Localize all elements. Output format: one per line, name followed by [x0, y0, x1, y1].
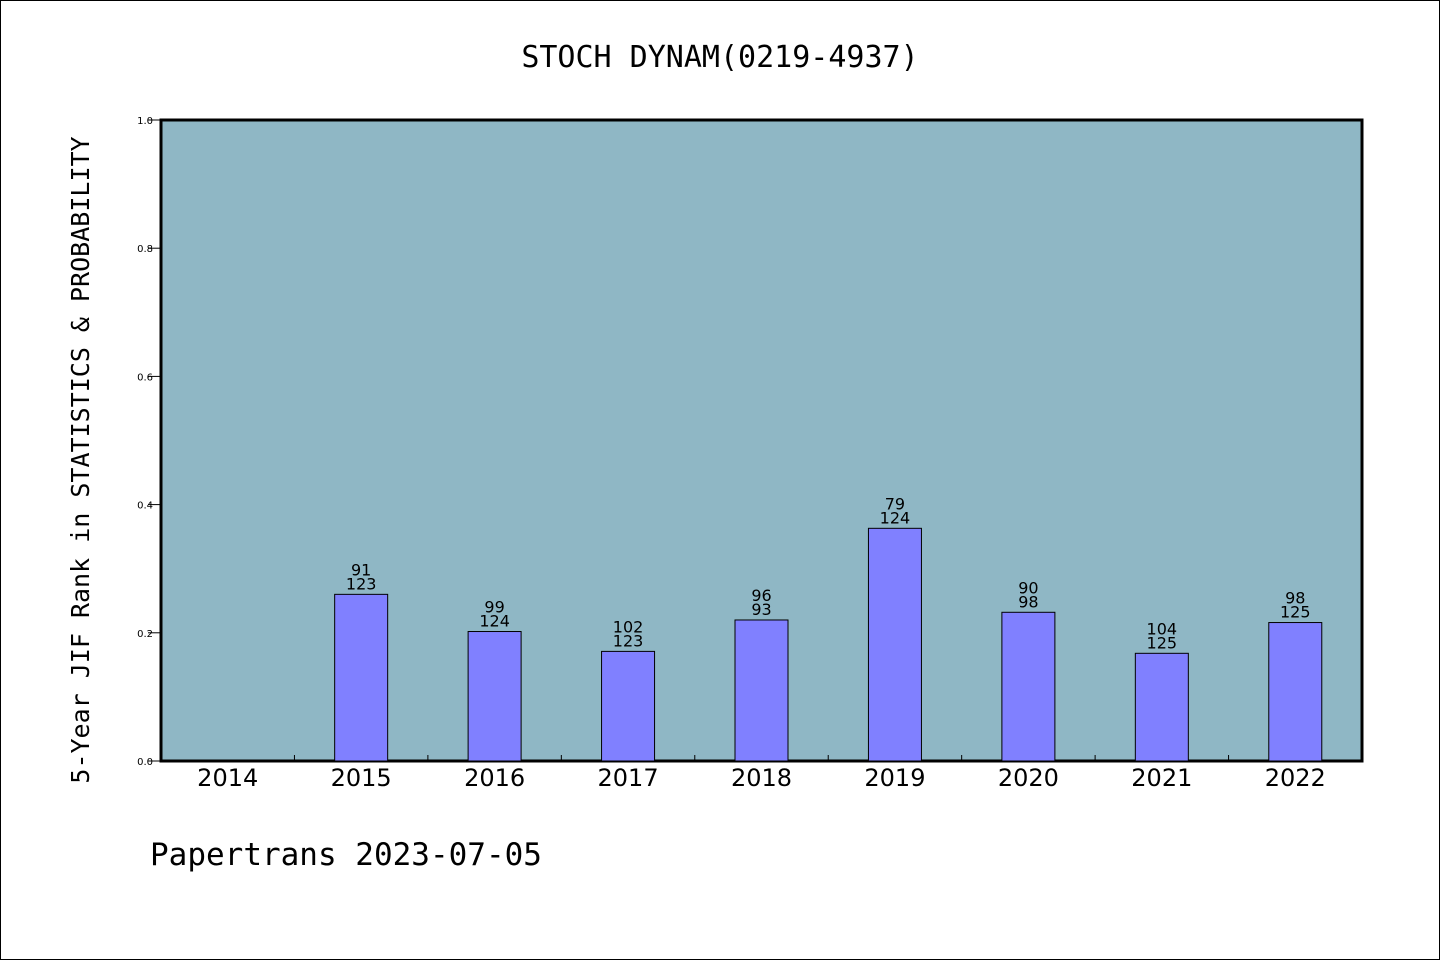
x-tick-label: 2015 — [331, 764, 392, 792]
y-axis-label: 5-Year JIF Rank in STATISTICS & PROBABIL… — [66, 136, 95, 783]
chart-title: STOCH DYNAM(0219-4937) — [521, 40, 918, 75]
x-tick-label: 2020 — [998, 764, 1059, 792]
bar-2019 — [867, 527, 922, 762]
x-tick-label: 2016 — [464, 764, 525, 792]
bar-2022 — [1268, 622, 1323, 762]
bar-label-total: 124 — [479, 612, 510, 631]
bar-label-rank: 90 — [1018, 578, 1038, 597]
bar-label-total: 124 — [880, 508, 911, 527]
y-tick-label: 0.4 — [137, 501, 153, 512]
axis-ticks: 0.0 0.2 0.4 0.6 0.8 1.0 — [137, 116, 1230, 768]
x-tick-label: 2017 — [598, 764, 659, 792]
bar-label-total: 123 — [613, 631, 644, 650]
x-tick-label: 2019 — [864, 764, 925, 792]
bar-label-rank: 91 — [351, 560, 371, 579]
x-tick-label: 2014 — [197, 764, 258, 792]
y-tick-label: 1.0 — [137, 116, 153, 127]
x-tick-label: 2018 — [731, 764, 792, 792]
bar-label-total: 98 — [1018, 592, 1038, 611]
y-tick-label: 0.0 — [137, 757, 153, 768]
bar-2017 — [601, 650, 656, 762]
bar-label-rank: 102 — [613, 617, 644, 636]
bar-2018 — [734, 619, 789, 762]
bar-label-total: 125 — [1280, 603, 1311, 622]
bar-label-rank: 98 — [1285, 589, 1305, 608]
bar-2021 — [1134, 652, 1189, 762]
bar-label-total: 93 — [751, 600, 771, 619]
bar-2015 — [334, 593, 389, 762]
bar-2020 — [1001, 611, 1056, 762]
y-tick-label: 0.8 — [137, 244, 153, 255]
y-tick-label: 0.2 — [137, 629, 153, 640]
x-tick-label: 2021 — [1131, 764, 1192, 792]
x-tick-label: 2022 — [1265, 764, 1326, 792]
bar-label-rank: 99 — [484, 598, 504, 617]
y-tick-label: 0.6 — [137, 372, 153, 383]
bar-label-rank: 79 — [885, 494, 905, 513]
bar-label-total: 123 — [346, 574, 377, 593]
bar-label-rank: 104 — [1147, 619, 1178, 638]
bars: 2014 201591123201699124201710212320189693… — [197, 494, 1326, 792]
bar-2016 — [467, 631, 522, 762]
footer-credit: Papertrans 2023-07-05 — [150, 837, 542, 873]
bar-label-rank: 96 — [751, 586, 771, 605]
bar-label-total: 125 — [1147, 633, 1178, 652]
